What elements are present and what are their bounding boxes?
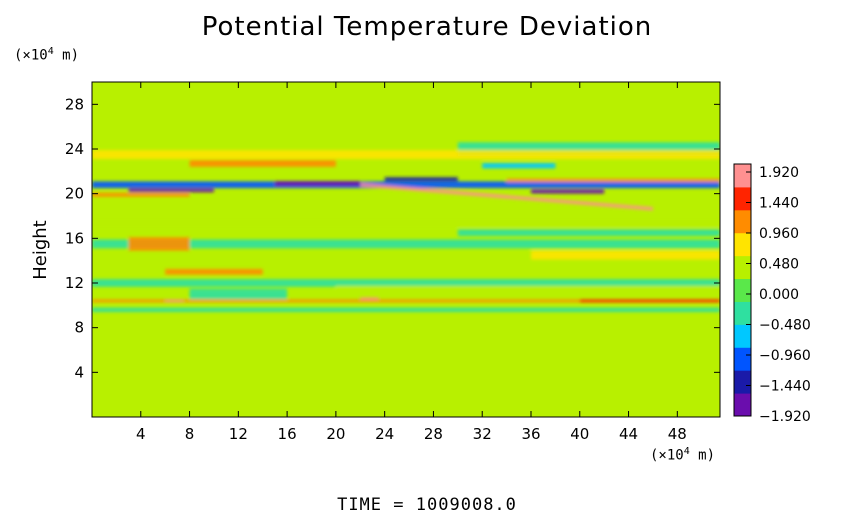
- colorbar-segment: [734, 255, 751, 280]
- heatmap-feature-9: [482, 162, 556, 169]
- y-axis-label: Height: [30, 220, 51, 280]
- colorbar-segment: [734, 347, 751, 371]
- x-tick-label: 24: [375, 425, 394, 443]
- heatmap-feature-5: [360, 183, 653, 211]
- colorbar-label: −1.440: [759, 379, 811, 395]
- colorbar-segment: [734, 393, 751, 417]
- heatmap-feature-17: [189, 288, 288, 300]
- colorbar-segment: [734, 209, 751, 234]
- heatmap-feature-1: [128, 188, 214, 193]
- x-tick-label: 32: [473, 425, 492, 443]
- heatmap-feature-21: [360, 297, 379, 300]
- heatmap-feature-8: [506, 178, 720, 182]
- y-tick-label: 12: [65, 274, 84, 292]
- y-tick-label: 8: [74, 319, 84, 337]
- x-tick-label: 44: [619, 425, 638, 443]
- x-tick-label: 48: [668, 425, 687, 443]
- heatmap-plot-area: [92, 82, 720, 417]
- x-unit-label: (×104 m): [650, 446, 716, 464]
- colorbar-label: −0.480: [759, 318, 811, 334]
- x-tick-label: 28: [424, 425, 443, 443]
- heatmap-feature-19: [92, 299, 720, 303]
- heatmap-feature-0: [92, 181, 720, 189]
- colorbar-label: 1.440: [759, 196, 799, 212]
- y-tick-label: 16: [65, 229, 84, 247]
- x-tick-label: 40: [570, 425, 589, 443]
- time-readout: TIME = 1009008.0: [0, 495, 854, 515]
- colorbar-segment: [734, 164, 751, 188]
- colorbar-label: 0.000: [759, 287, 799, 303]
- y-tick-label: 4: [74, 363, 84, 381]
- colorbar-label: −1.920: [759, 409, 811, 425]
- colorbar-label: 0.480: [759, 257, 799, 273]
- heatmap-feature-15: [165, 269, 263, 275]
- heatmap-feature-18: [335, 285, 720, 292]
- heatmap-feature-16: [92, 279, 720, 287]
- heatmap-feature-12: [92, 216, 720, 228]
- heatmap-feature-14: [128, 237, 190, 251]
- heatmap-feature-7: [189, 160, 336, 167]
- colorbar-label: −0.960: [759, 348, 811, 364]
- colorbar-segment: [734, 301, 751, 325]
- x-tick-label: 8: [185, 425, 195, 443]
- heatmap-background: [92, 82, 720, 417]
- time-value: 1009008.0: [415, 495, 517, 515]
- heatmap-feature-11: [92, 150, 720, 160]
- x-tick-label: 4: [136, 425, 146, 443]
- heatmap-feature-23: [92, 307, 720, 313]
- colorbar-label: 1.920: [759, 165, 799, 181]
- x-tick-label: 36: [521, 425, 540, 443]
- heatmap-feature-24: [530, 250, 720, 260]
- heatmap-feature-4: [530, 189, 605, 194]
- y-tick-label: 24: [65, 140, 84, 158]
- colorbar: 1.920 1.440 0.960 0.480 0.000 −0.480 −0.960 −1.…: [733, 163, 811, 425]
- x-tick-label: 20: [326, 425, 345, 443]
- colorbar-segment: [734, 324, 751, 348]
- colorbar-label: 0.960: [759, 226, 799, 242]
- colorbar-segment: [734, 370, 751, 394]
- colorbar-frame: [733, 163, 752, 417]
- colorbar-segment: [734, 278, 751, 302]
- time-label: TIME: [337, 495, 383, 515]
- heatmap-feature-25: [457, 229, 720, 237]
- chart-title: Potential Temperature Deviation: [201, 12, 653, 42]
- heatmap-feature-6: [92, 192, 190, 197]
- heatmap-feature-13: [92, 239, 720, 249]
- heatmap-feature-20: [165, 299, 184, 302]
- x-tick-label: 12: [229, 425, 248, 443]
- x-tick-label: 16: [278, 425, 297, 443]
- colorbar-segment: [734, 232, 751, 257]
- colorbar-segment: [734, 186, 751, 211]
- y-tick-label: 20: [65, 185, 84, 203]
- plot-frame: [91, 81, 721, 418]
- heatmap-feature-3: [384, 177, 458, 182]
- heatmap-feature-2: [274, 181, 361, 187]
- time-separator: =: [393, 495, 405, 515]
- y-tick-label: 28: [65, 95, 84, 113]
- heatmap-feature-22: [579, 299, 720, 303]
- y-unit-label: (×104 m): [14, 46, 80, 64]
